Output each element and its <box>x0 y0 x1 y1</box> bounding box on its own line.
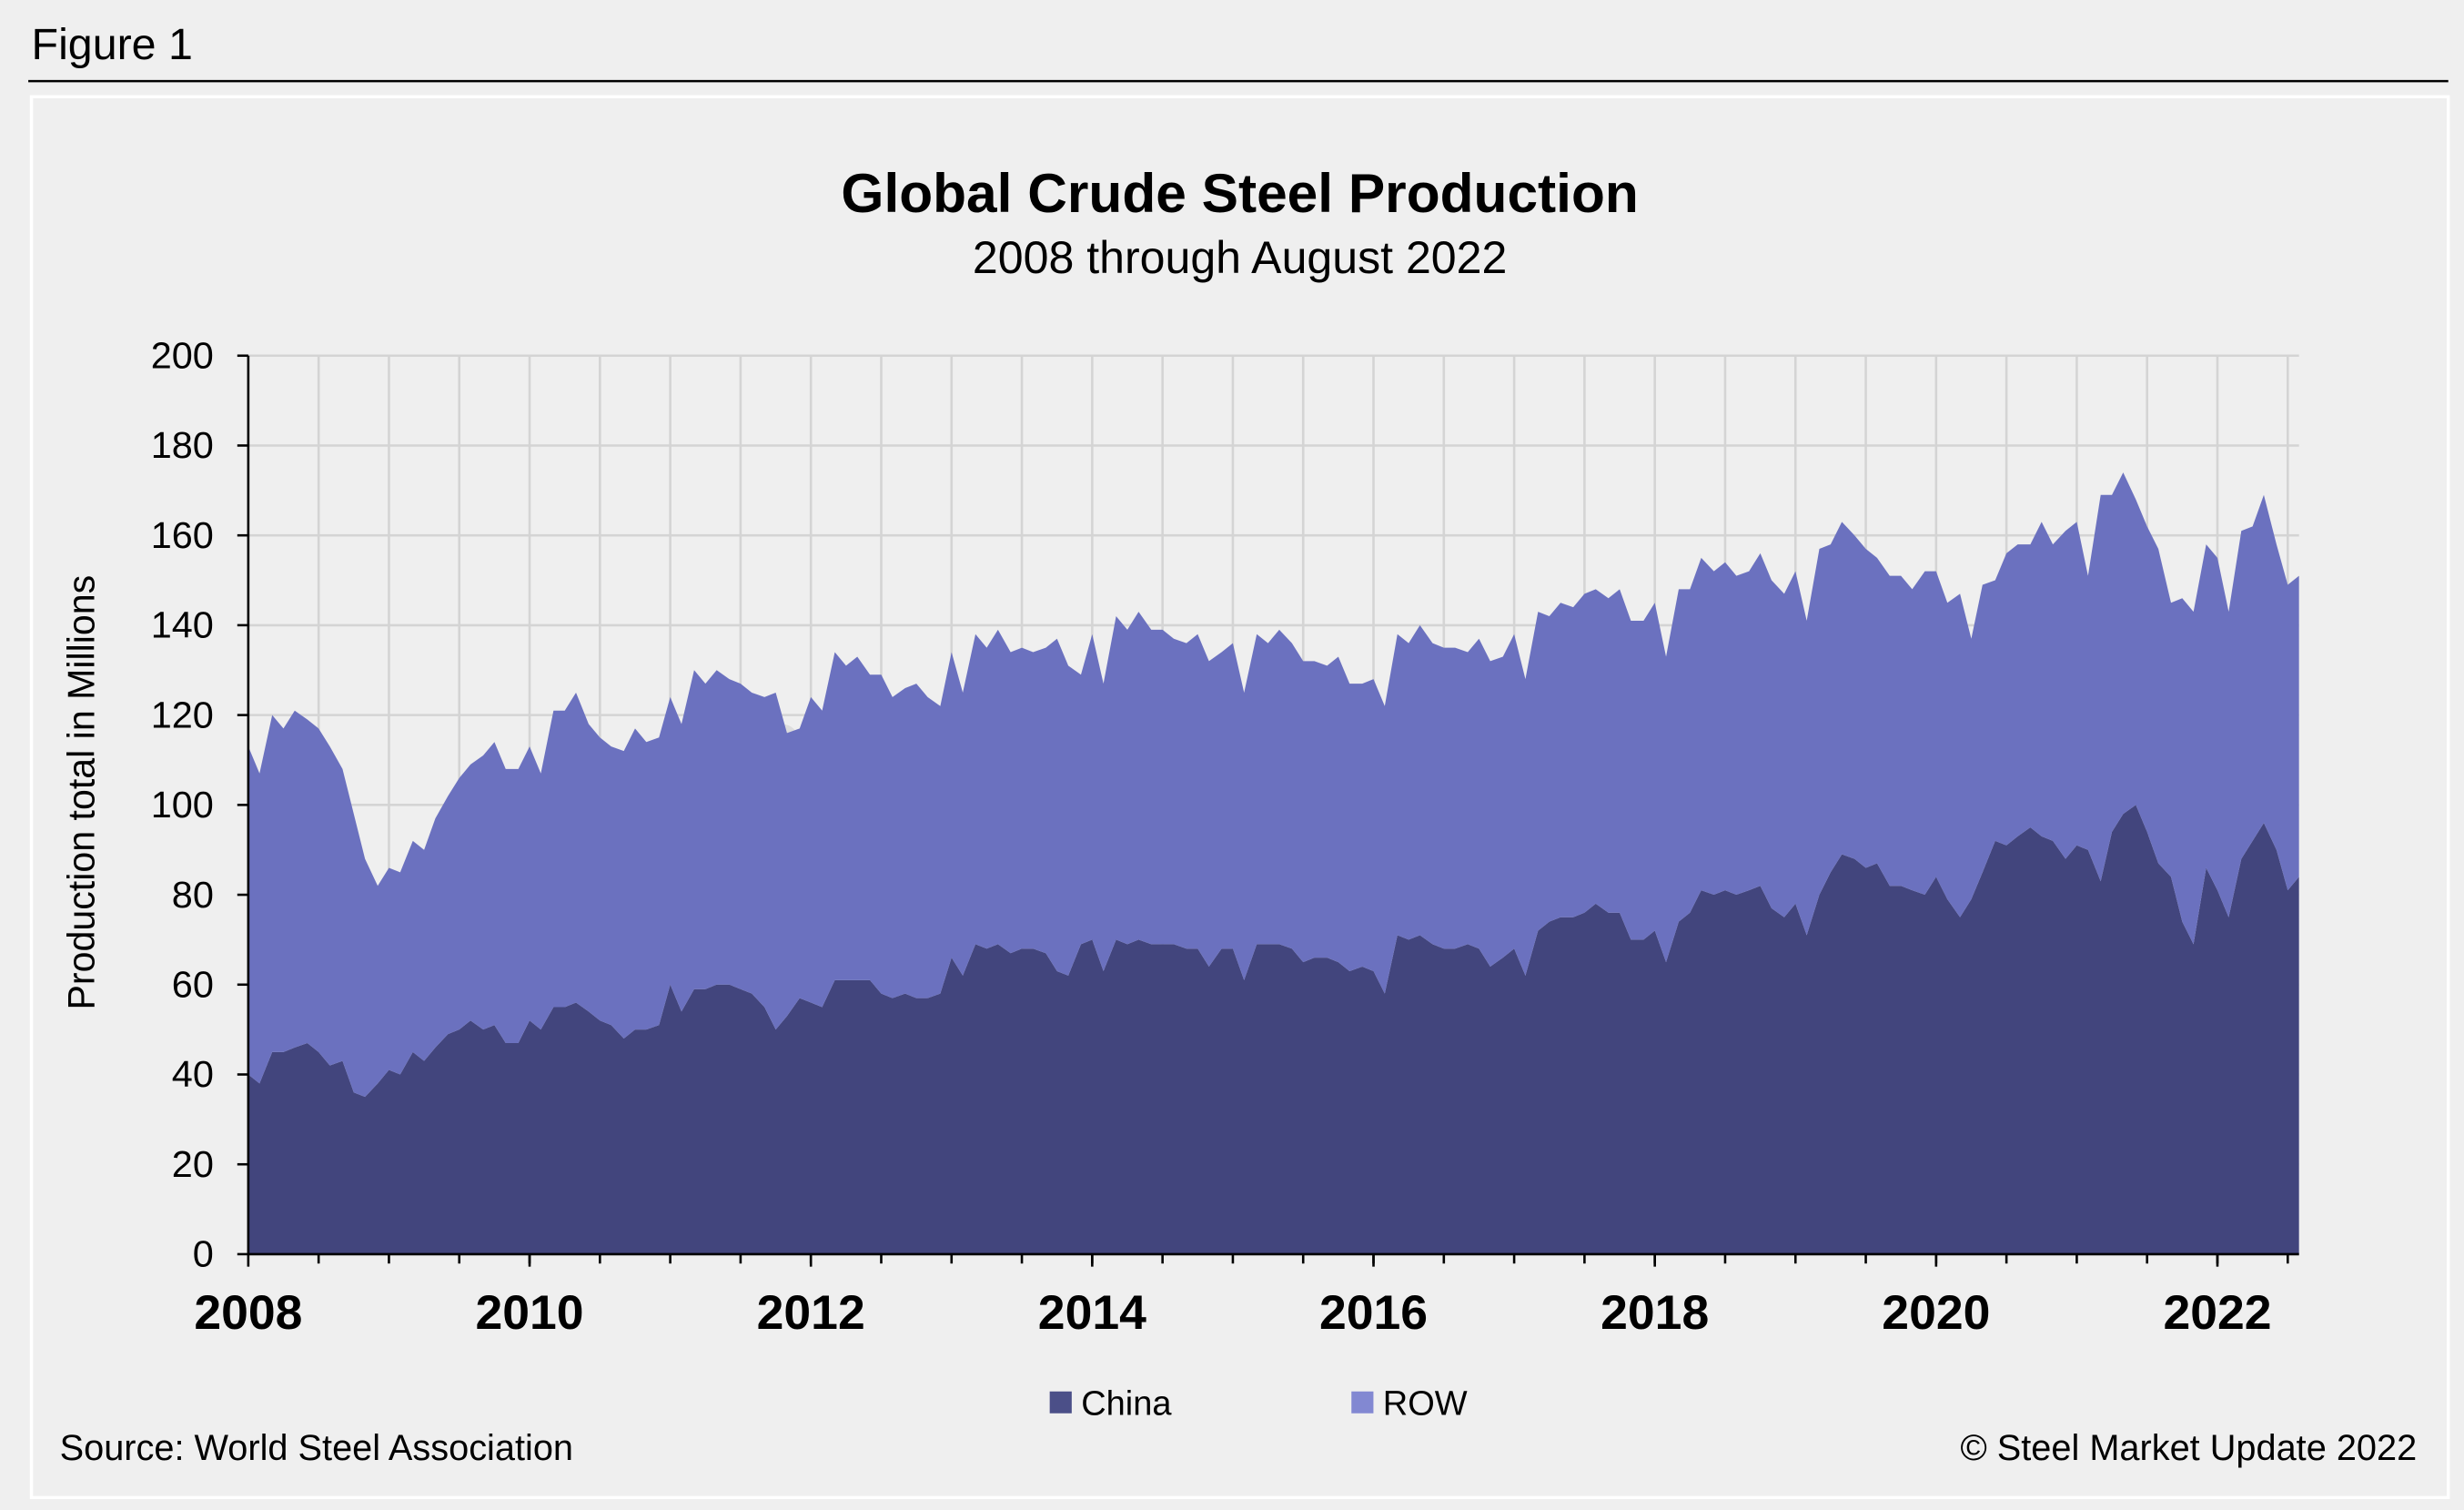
y-tick-label: 100 <box>151 784 214 826</box>
x-tick-label: 2020 <box>1882 1286 1990 1340</box>
chart-subtitle: 2008 through August 2022 <box>973 232 1507 283</box>
x-tick-label: 2022 <box>2163 1286 2271 1340</box>
legend-label: ROW <box>1383 1385 1468 1424</box>
x-tick-label: 2010 <box>475 1286 583 1340</box>
legend-swatch <box>1049 1391 1072 1414</box>
area-series <box>247 472 2299 1098</box>
x-tick-label: 2018 <box>1601 1286 1709 1340</box>
legend-swatch <box>1351 1391 1374 1414</box>
y-tick-label: 140 <box>151 604 214 646</box>
x-tick-label: 2014 <box>1038 1286 1146 1340</box>
y-axis-label: Production total in Millions <box>60 575 102 1010</box>
y-tick-label: 200 <box>151 335 214 377</box>
x-tick-label: 2012 <box>757 1286 865 1340</box>
legend-label: China <box>1081 1385 1172 1424</box>
x-tick-label: 2016 <box>1319 1286 1428 1340</box>
y-tick-label: 20 <box>172 1143 214 1185</box>
y-tick-label: 0 <box>193 1233 214 1275</box>
y-tick-label: 80 <box>172 874 214 916</box>
copyright-note: © Steel Market Update 2022 <box>1960 1428 2417 1468</box>
y-tick-label: 120 <box>151 694 214 735</box>
y-tick-label: 40 <box>172 1053 214 1095</box>
source-note: Source: World Steel Association <box>60 1428 573 1468</box>
y-tick-label: 160 <box>151 514 214 556</box>
chart-title: Global Crude Steel Production <box>841 162 1638 224</box>
area-series <box>247 805 2299 1254</box>
figure-label: Figure 1 <box>32 20 193 69</box>
y-tick-label: 180 <box>151 424 214 466</box>
x-tick-label: 2008 <box>194 1286 302 1340</box>
y-tick-label: 60 <box>172 964 214 1006</box>
